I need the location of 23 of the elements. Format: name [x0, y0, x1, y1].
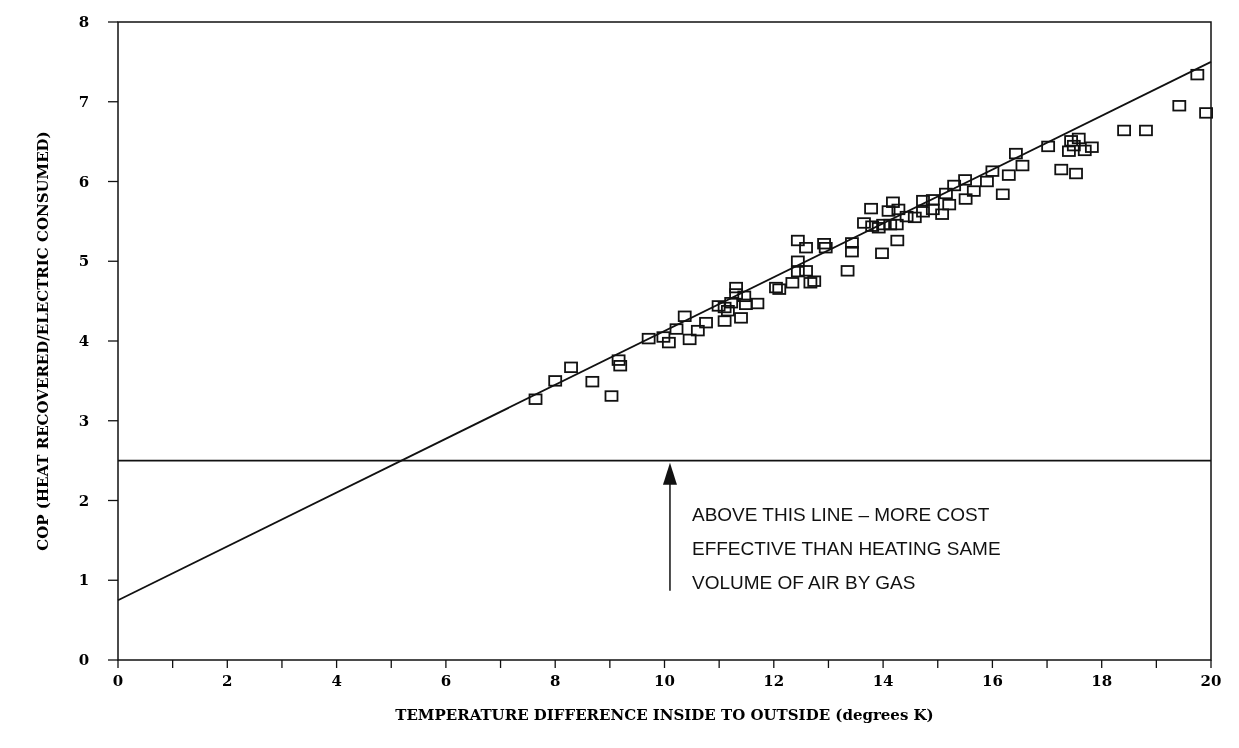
y-axis-title: COP (HEAT RECOVERED/ELECTRIC CONSUMED) [34, 131, 52, 551]
x-tick-label: 18 [1091, 672, 1113, 690]
y-tick-label: 1 [78, 571, 90, 590]
x-tick-label: 16 [981, 672, 1003, 690]
y-tick-label: 8 [78, 13, 90, 31]
y-tick-label: 2 [78, 491, 90, 510]
x-tick-label: 10 [654, 672, 675, 690]
y-tick-label: 3 [78, 411, 90, 430]
x-tick-label: 12 [763, 672, 785, 690]
y-tick-label: 4 [78, 332, 90, 350]
x-tick-label: 14 [872, 672, 894, 690]
x-tick-label: 4 [331, 672, 342, 690]
x-tick-label: 0 [112, 672, 124, 690]
annotation: ABOVE THIS LINE – MORE COST EFFECTIVE THAN HEATING SAME VOLUME OF AIR BY GAS [691, 503, 1001, 593]
x-tick-label: 2 [222, 672, 233, 690]
y-tick-label: 5 [78, 252, 90, 271]
x-tick-label: 6 [440, 672, 452, 690]
x-tick-label: 20 [1200, 672, 1222, 690]
y-tick-label: 0 [78, 651, 90, 669]
y-tick-label: 7 [78, 92, 90, 111]
y-tick-label: 6 [78, 172, 90, 191]
x-axis-title: TEMPERATURE DIFFERENCE INSIDE TO OUTSIDE (degrees K) [395, 706, 934, 724]
x-tick-label: 8 [549, 672, 561, 690]
